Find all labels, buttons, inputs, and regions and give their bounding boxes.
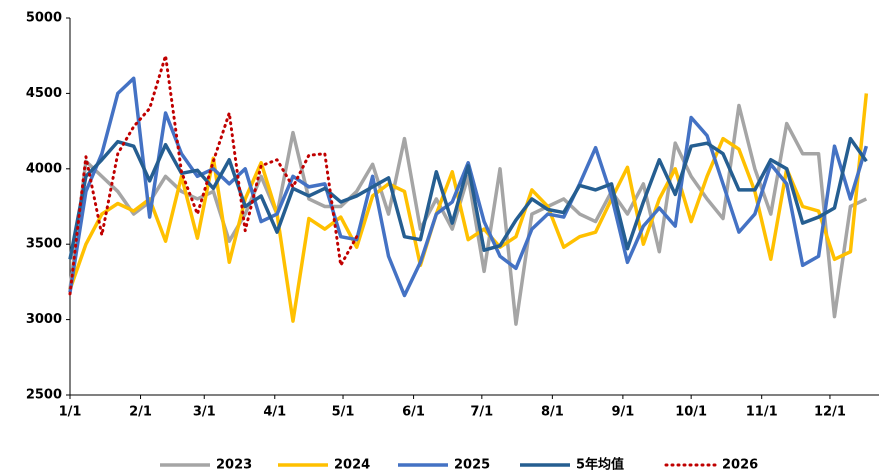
y-tick-label: 3000 — [26, 312, 62, 327]
series-line — [68, 136, 868, 260]
x-tick-label: 11/1 — [746, 405, 778, 420]
series-line — [68, 54, 359, 296]
legend-label: 2025 — [454, 458, 490, 473]
legend-label: 2026 — [722, 458, 758, 473]
series-line — [68, 93, 869, 323]
x-tick-label: 3/1 — [193, 405, 216, 420]
x-tick-label: 7/1 — [470, 405, 493, 420]
x-tick-label: 4/1 — [263, 405, 286, 420]
legend-label: 2024 — [334, 458, 370, 473]
x-tick-label: 10/1 — [675, 405, 707, 420]
y-tick-label: 4000 — [26, 161, 62, 176]
x-tick-label: 12/1 — [814, 405, 846, 420]
x-tick-label: 2/1 — [129, 405, 152, 420]
x-tick-label: 8/1 — [541, 405, 564, 420]
x-tick-label: 5/1 — [332, 405, 355, 420]
legend-label: 2023 — [216, 458, 252, 473]
x-tick-label: 6/1 — [402, 405, 425, 420]
x-tick-label: 9/1 — [611, 405, 634, 420]
y-tick-label: 3500 — [26, 237, 62, 252]
y-tick-label: 5000 — [26, 11, 62, 26]
series-line — [68, 103, 868, 326]
y-tick-label: 4500 — [26, 86, 62, 101]
x-tick-label: 1/1 — [59, 405, 82, 420]
y-tick-label: 2500 — [26, 388, 62, 403]
legend-label: 5年均值 — [576, 457, 624, 473]
